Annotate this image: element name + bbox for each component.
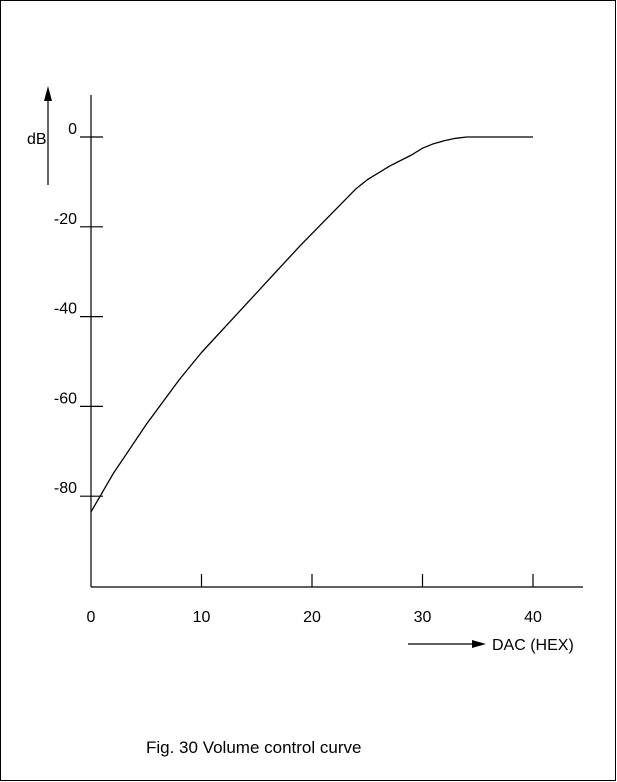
plot-area bbox=[90, 136, 533, 513]
x-unit-arrow: DAC (HEX) bbox=[408, 637, 574, 654]
y-unit-arrow: dB bbox=[27, 86, 52, 185]
y-tick-label: -60 bbox=[54, 390, 77, 407]
x-tick-label: 40 bbox=[524, 609, 542, 626]
x-tick-label: 30 bbox=[414, 609, 432, 626]
x-ticks: 0 10 20 30 40 bbox=[87, 574, 542, 626]
y-arrow-head bbox=[44, 86, 52, 101]
y-ticks: 0 -20 -40 -60 -80 bbox=[54, 121, 103, 497]
y-tick-label: -80 bbox=[54, 480, 77, 497]
x-tick-label: 20 bbox=[303, 609, 321, 626]
y-tick-label: 0 bbox=[68, 121, 77, 138]
x-tick-label: 10 bbox=[193, 609, 211, 626]
axes bbox=[90, 95, 583, 588]
y-tick-label: -20 bbox=[54, 211, 77, 228]
x-arrow-head bbox=[472, 640, 486, 648]
series-line bbox=[90, 136, 533, 513]
y-axis-label: dB bbox=[27, 131, 47, 148]
y-tick-label: -40 bbox=[54, 301, 77, 318]
figure-caption: Fig. 30 Volume control curve bbox=[146, 738, 361, 757]
x-axis-label: DAC (HEX) bbox=[492, 637, 574, 654]
x-tick-label: 0 bbox=[87, 609, 96, 626]
